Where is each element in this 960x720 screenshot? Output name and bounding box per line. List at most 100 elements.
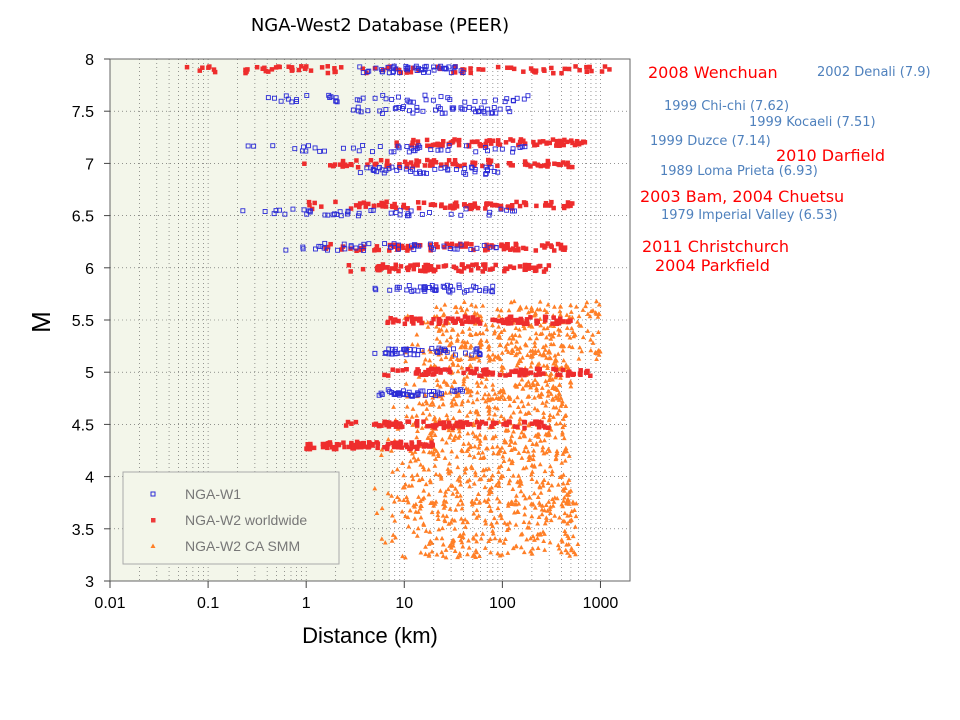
- point-nga-w2-worldwide: [355, 164, 361, 170]
- point-nga-w2-ca-smm: [535, 431, 540, 437]
- point-nga-w2-ca-smm: [476, 313, 482, 319]
- point-nga-w2-worldwide: [361, 200, 367, 205]
- point-nga-w2-worldwide: [525, 371, 531, 376]
- point-nga-w1: [378, 390, 384, 396]
- point-nga-w2-worldwide: [438, 142, 444, 147]
- point-nga-w1: [322, 148, 327, 154]
- point-nga-w2-worldwide: [455, 316, 461, 322]
- point-nga-w2-ca-smm: [467, 331, 473, 337]
- point-nga-w2-ca-smm: [428, 432, 434, 438]
- point-nga-w2-worldwide: [468, 66, 473, 71]
- point-nga-w2-ca-smm: [461, 378, 467, 384]
- point-nga-w2-ca-smm: [532, 340, 538, 345]
- point-nga-w1: [438, 165, 444, 171]
- point-nga-w2-worldwide: [472, 139, 478, 145]
- point-nga-w2-ca-smm: [458, 497, 464, 503]
- point-nga-w2-ca-smm: [447, 506, 453, 511]
- point-nga-w2-ca-smm: [460, 519, 466, 525]
- point-nga-w2-ca-smm: [447, 435, 452, 440]
- point-nga-w2-ca-smm: [513, 543, 519, 549]
- point-nga-w2-ca-smm: [425, 324, 431, 329]
- point-nga-w1: [403, 166, 409, 172]
- point-nga-w2-ca-smm: [431, 503, 437, 508]
- point-nga-w1: [485, 106, 491, 112]
- point-nga-w2-ca-smm: [527, 437, 533, 442]
- point-nga-w2-ca-smm: [477, 330, 483, 336]
- point-nga-w2-worldwide: [494, 420, 499, 426]
- point-nga-w1: [477, 352, 483, 358]
- point-nga-w2-worldwide: [542, 68, 547, 73]
- point-nga-w2-worldwide: [568, 318, 573, 323]
- point-nga-w1: [348, 243, 354, 249]
- point-nga-w1: [460, 388, 465, 394]
- point-nga-w2-worldwide: [429, 267, 434, 272]
- point-nga-w1: [483, 170, 489, 176]
- point-nga-w2-ca-smm: [506, 480, 512, 486]
- point-nga-w2-worldwide: [312, 200, 317, 206]
- x-tick-label: 0.1: [197, 595, 219, 612]
- point-nga-w2-worldwide: [504, 317, 510, 322]
- point-nga-w2-worldwide: [385, 441, 391, 447]
- point-nga-w2-worldwide: [500, 319, 506, 325]
- point-nga-w2-worldwide: [421, 419, 426, 424]
- point-nga-w2-worldwide: [517, 372, 522, 378]
- point-nga-w2-ca-smm: [552, 304, 557, 309]
- point-nga-w2-ca-smm: [418, 462, 424, 467]
- point-nga-w1: [282, 211, 288, 217]
- point-nga-w2-worldwide: [495, 141, 501, 147]
- point-nga-w2-ca-smm: [459, 539, 465, 545]
- point-nga-w2-ca-smm: [561, 498, 566, 503]
- point-nga-w2-worldwide: [401, 202, 407, 208]
- point-nga-w2-worldwide: [438, 421, 443, 427]
- point-nga-w2-ca-smm: [546, 417, 552, 423]
- point-nga-w2-worldwide: [541, 269, 547, 274]
- point-nga-w2-worldwide: [384, 163, 389, 169]
- point-nga-w2-ca-smm: [572, 524, 578, 529]
- point-nga-w1: [416, 143, 422, 149]
- point-nga-w2-ca-smm: [507, 402, 513, 408]
- point-nga-w2-ca-smm: [454, 338, 460, 343]
- point-nga-w2-ca-smm: [519, 377, 525, 382]
- point-nga-w2-worldwide: [353, 203, 359, 208]
- point-nga-w2-ca-smm: [560, 481, 566, 486]
- point-nga-w2-worldwide: [453, 64, 458, 69]
- point-nga-w2-worldwide: [368, 158, 374, 163]
- point-nga-w2-worldwide: [459, 321, 465, 326]
- point-nga-w2-ca-smm: [458, 305, 464, 310]
- point-nga-w2-ca-smm: [567, 343, 572, 349]
- point-nga-w1: [451, 346, 456, 352]
- point-nga-w2-ca-smm: [503, 344, 509, 349]
- point-nga-w2-ca-smm: [558, 395, 564, 400]
- point-nga-w2-ca-smm: [568, 547, 574, 553]
- point-nga-w2-worldwide: [545, 241, 550, 246]
- point-nga-w2-ca-smm: [563, 403, 569, 409]
- point-nga-w2-ca-smm: [523, 444, 528, 450]
- point-nga-w2-ca-smm: [391, 499, 397, 504]
- point-nga-w1: [350, 145, 356, 151]
- point-nga-w2-ca-smm: [466, 538, 471, 543]
- point-nga-w2-ca-smm: [558, 304, 564, 309]
- point-nga-w1: [445, 147, 451, 153]
- point-nga-w2-ca-smm: [535, 407, 541, 413]
- point-nga-w2-ca-smm: [438, 356, 444, 362]
- point-nga-w2-worldwide: [412, 316, 418, 322]
- point-nga-w2-ca-smm: [437, 472, 443, 477]
- point-nga-w2-ca-smm: [427, 529, 433, 534]
- point-nga-w2-ca-smm: [448, 483, 454, 488]
- point-nga-w2-worldwide: [266, 69, 271, 74]
- point-nga-w1: [265, 95, 271, 101]
- point-nga-w2-worldwide: [351, 446, 357, 451]
- point-nga-w2-worldwide: [366, 444, 372, 450]
- point-nga-w2-ca-smm: [536, 393, 541, 398]
- point-nga-w2-ca-smm: [374, 510, 380, 516]
- point-nga-w2-worldwide: [513, 368, 518, 373]
- point-nga-w1: [388, 210, 394, 216]
- point-nga-w2-ca-smm: [540, 444, 546, 450]
- point-nga-w2-worldwide: [477, 321, 483, 326]
- point-nga-w2-ca-smm: [535, 535, 540, 541]
- point-nga-w2-worldwide: [404, 367, 409, 372]
- point-nga-w2-worldwide: [507, 372, 512, 378]
- point-nga-w2-worldwide: [403, 442, 409, 448]
- point-nga-w2-ca-smm: [522, 512, 528, 517]
